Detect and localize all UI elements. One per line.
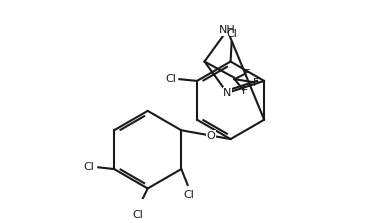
Text: O: O bbox=[207, 130, 215, 140]
Text: F: F bbox=[253, 78, 259, 88]
Text: Cl: Cl bbox=[132, 210, 143, 220]
Text: Cl: Cl bbox=[84, 162, 95, 172]
Text: Cl: Cl bbox=[184, 190, 194, 200]
Text: F: F bbox=[244, 69, 250, 79]
Text: F: F bbox=[242, 87, 248, 97]
Text: N: N bbox=[223, 88, 232, 98]
Text: Cl: Cl bbox=[226, 29, 237, 39]
Text: Cl: Cl bbox=[165, 74, 176, 84]
Text: NH: NH bbox=[219, 25, 236, 35]
